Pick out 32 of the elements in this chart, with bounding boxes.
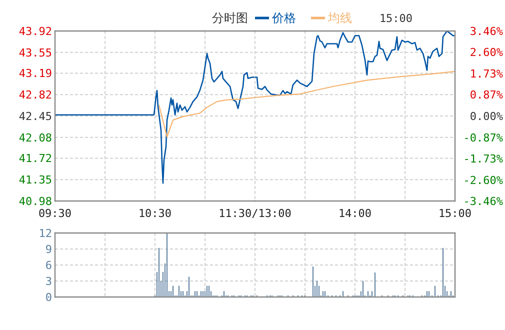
y-tick-label: 40.98 — [18, 195, 52, 208]
text: 1.73% — [470, 68, 503, 80]
x-tick-label: 10:30 — [138, 207, 172, 220]
y-tick-label: 41.72 — [18, 152, 52, 166]
text: -2.60% — [463, 174, 503, 187]
legend-label: 均线 — [327, 11, 352, 25]
x-tick-label: 14:00 — [338, 207, 372, 220]
y-tick-label: 42.08 — [18, 131, 52, 144]
y-tick-label: 9 — [45, 243, 52, 256]
y-tick-label: 12 — [38, 227, 52, 240]
text: 2.60% — [470, 46, 503, 60]
x-tick-label: 15:00 — [438, 207, 472, 220]
text: 15:00 — [379, 12, 413, 25]
text: -0.87% — [463, 131, 503, 144]
y-tick-label: 0 — [45, 291, 52, 304]
y-tick-label: 42.82 — [18, 88, 52, 102]
x-tick-label: 09:30 — [38, 207, 72, 220]
text: 0.87% — [470, 88, 503, 102]
y-tick-label: 43.55 — [18, 46, 52, 60]
text: -1.73% — [463, 152, 503, 166]
chart-title: 分时图 — [212, 11, 248, 25]
y-tick-label: 3 — [45, 275, 52, 288]
y-tick-label: 41.35 — [18, 174, 52, 187]
y-tick-label: 42.45 — [18, 110, 52, 123]
text: 11:30/13:00 — [218, 207, 292, 220]
text: -3.46% — [463, 195, 503, 208]
y-tick-label: 6 — [45, 259, 52, 272]
text: 3.46% — [470, 25, 503, 38]
y-tick-label: 43.92 — [18, 25, 52, 38]
text: 0.00% — [470, 110, 503, 123]
y-tick-label: 43.19 — [18, 67, 52, 80]
legend-label: 价格 — [271, 11, 296, 25]
